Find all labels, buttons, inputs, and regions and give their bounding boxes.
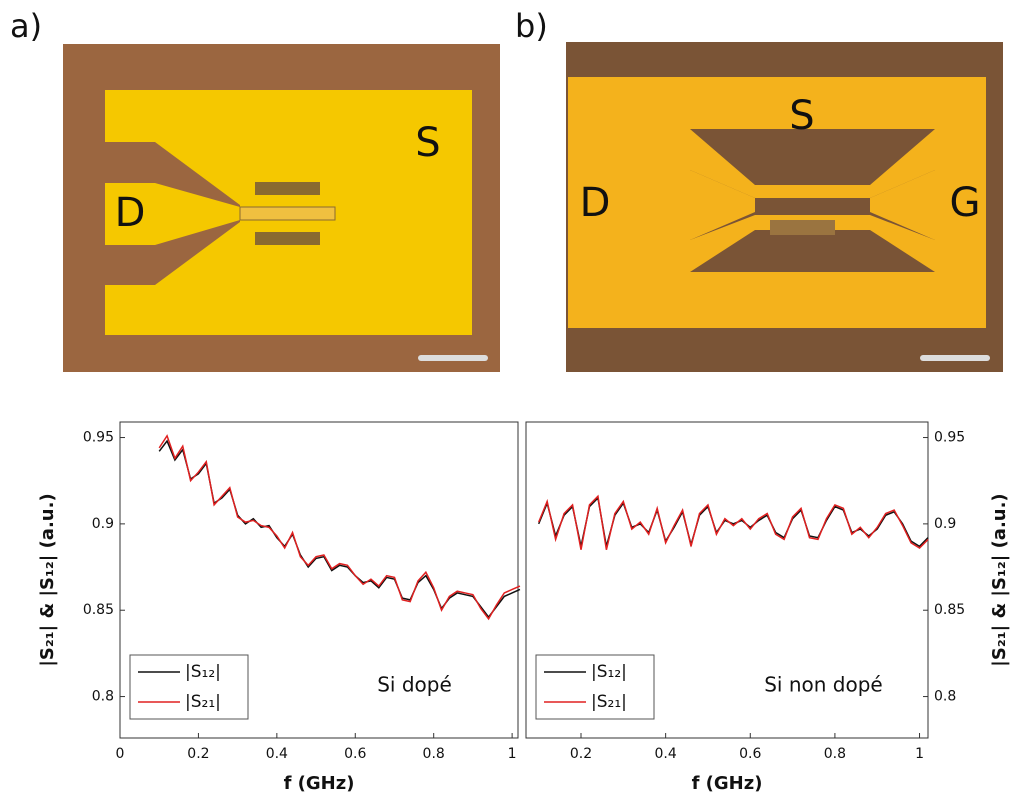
x-tick-label: 1 xyxy=(915,746,924,762)
y-tick-label: 0.95 xyxy=(83,430,114,446)
y-tick-label: 0.85 xyxy=(934,602,965,618)
x-tick-label: 0.2 xyxy=(187,746,209,762)
micrograph-b xyxy=(566,42,1003,372)
legend-label: |S₁₂| xyxy=(591,662,627,682)
legend-label: |S₂₁| xyxy=(185,692,221,712)
panel-label: b) xyxy=(515,7,548,45)
data-line xyxy=(538,496,929,548)
x-tick-label: 0.6 xyxy=(739,746,761,762)
data-line xyxy=(538,494,929,550)
x-axis-label: f (GHz) xyxy=(692,773,763,794)
legend-label: |S₁₂| xyxy=(185,662,221,682)
y-tick-label: 0.95 xyxy=(934,430,965,446)
y-tick-label: 0.9 xyxy=(934,516,956,532)
legend-box xyxy=(129,654,249,720)
micrograph-a xyxy=(63,44,500,372)
terminal-label: D xyxy=(115,190,146,236)
y-tick-label: 0.8 xyxy=(934,689,956,705)
plot-frame xyxy=(525,421,929,739)
plot-frame xyxy=(119,421,519,739)
legend-box xyxy=(535,654,655,720)
panel-label: a) xyxy=(10,7,42,45)
terminal-label: G xyxy=(950,180,981,226)
terminal-label: D xyxy=(580,180,611,226)
annotation: Si dopé xyxy=(377,673,452,697)
x-tick-label: 0.8 xyxy=(423,746,445,762)
terminal-label: S xyxy=(415,120,440,166)
y-axis-label: |S₂₁| & |S₁₂| (a.u.) xyxy=(989,493,1010,666)
x-tick-label: 1 xyxy=(508,746,517,762)
x-tick-label: 0.6 xyxy=(344,746,366,762)
annotation: Si non dopé xyxy=(764,673,883,697)
x-tick-label: 0 xyxy=(116,746,125,762)
x-tick-label: 0.2 xyxy=(570,746,592,762)
data-line xyxy=(158,439,521,619)
legend-label: |S₂₁| xyxy=(591,692,627,712)
y-axis-label: |S₂₁| & |S₁₂| (a.u.) xyxy=(37,493,58,666)
y-tick-label: 0.8 xyxy=(92,689,114,705)
x-tick-label: 0.4 xyxy=(655,746,677,762)
x-tick-label: 0.4 xyxy=(266,746,288,762)
x-axis-label: f (GHz) xyxy=(284,773,355,794)
terminal-label: S xyxy=(789,93,814,139)
y-tick-label: 0.85 xyxy=(83,602,114,618)
y-tick-label: 0.9 xyxy=(92,516,114,532)
x-tick-label: 0.8 xyxy=(824,746,846,762)
data-line xyxy=(158,434,521,621)
